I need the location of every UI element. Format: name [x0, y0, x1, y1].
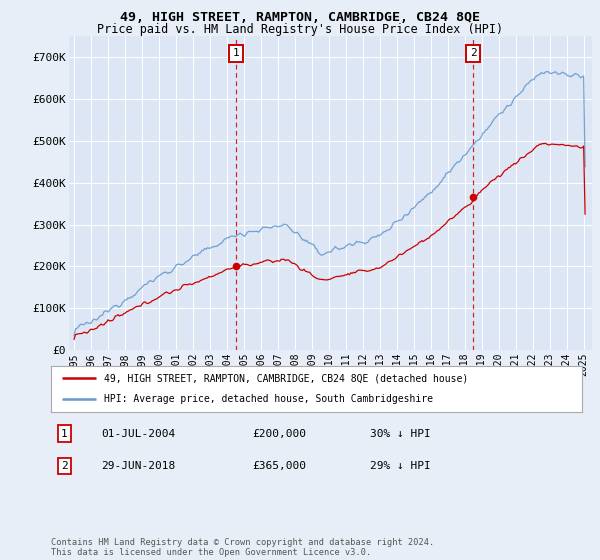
- Text: HPI: Average price, detached house, South Cambridgeshire: HPI: Average price, detached house, Sout…: [104, 394, 433, 404]
- Text: Contains HM Land Registry data © Crown copyright and database right 2024.
This d: Contains HM Land Registry data © Crown c…: [51, 538, 434, 557]
- Text: 49, HIGH STREET, RAMPTON, CAMBRIDGE, CB24 8QE (detached house): 49, HIGH STREET, RAMPTON, CAMBRIDGE, CB2…: [104, 373, 469, 383]
- Text: 01-JUL-2004: 01-JUL-2004: [101, 428, 176, 438]
- Text: £200,000: £200,000: [253, 428, 307, 438]
- Text: 1: 1: [61, 428, 68, 438]
- Text: 30% ↓ HPI: 30% ↓ HPI: [370, 428, 430, 438]
- Text: 2: 2: [470, 48, 476, 58]
- Text: 29-JUN-2018: 29-JUN-2018: [101, 461, 176, 471]
- Text: 2: 2: [61, 461, 68, 471]
- Text: Price paid vs. HM Land Registry's House Price Index (HPI): Price paid vs. HM Land Registry's House …: [97, 23, 503, 36]
- Text: 1: 1: [233, 48, 239, 58]
- Text: 49, HIGH STREET, RAMPTON, CAMBRIDGE, CB24 8QE: 49, HIGH STREET, RAMPTON, CAMBRIDGE, CB2…: [120, 11, 480, 24]
- Text: £365,000: £365,000: [253, 461, 307, 471]
- Text: 29% ↓ HPI: 29% ↓ HPI: [370, 461, 430, 471]
